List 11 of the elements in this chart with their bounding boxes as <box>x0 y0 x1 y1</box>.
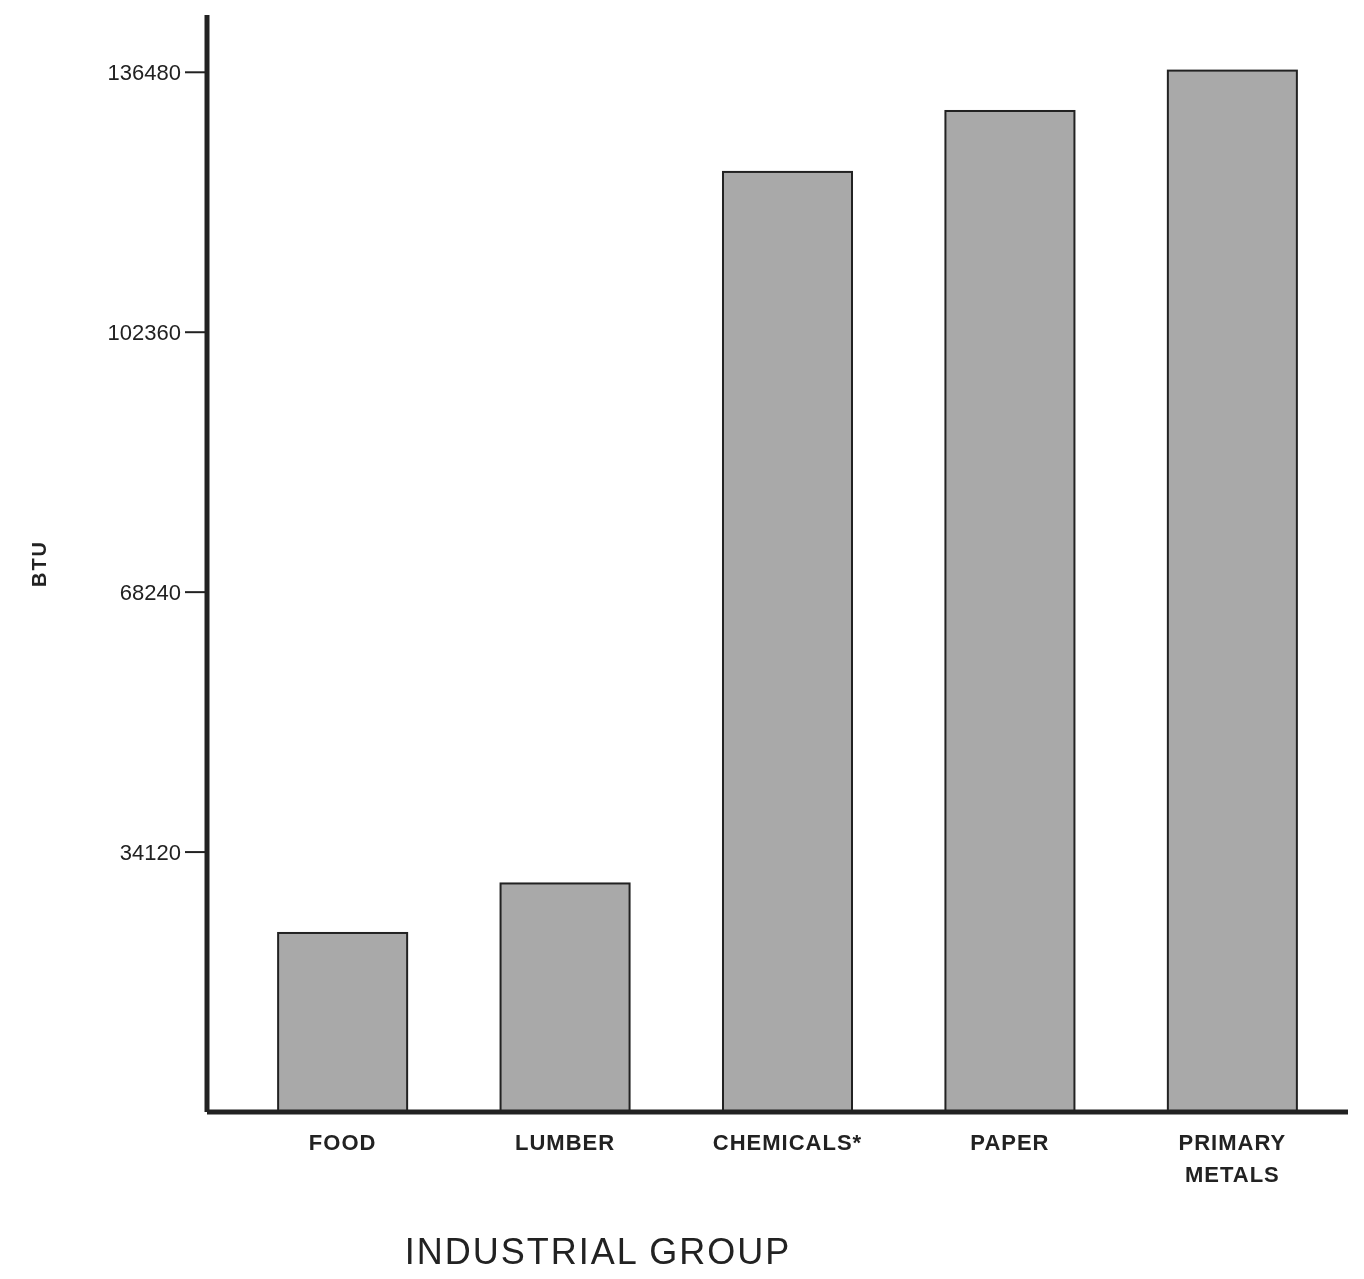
y-tick-label: 136480 <box>107 59 181 85</box>
x-tick-label: CHEMICALS* <box>712 1130 863 1155</box>
y-axis-title: BTU <box>28 539 50 588</box>
y-tick-label: 34120 <box>119 839 181 865</box>
y-tick-label: 102360 <box>107 319 181 345</box>
x-tick-label: LUMBER <box>515 1130 616 1155</box>
x-axis-title: INDUSTRIAL GROUP <box>404 1231 792 1272</box>
x-tick-label: PAPER <box>970 1130 1050 1155</box>
x-tick-label: PRIMARY METALS <box>1178 1130 1287 1187</box>
x-tick-label: FOOD <box>308 1130 377 1155</box>
y-tick-label: 68240 <box>119 579 181 605</box>
